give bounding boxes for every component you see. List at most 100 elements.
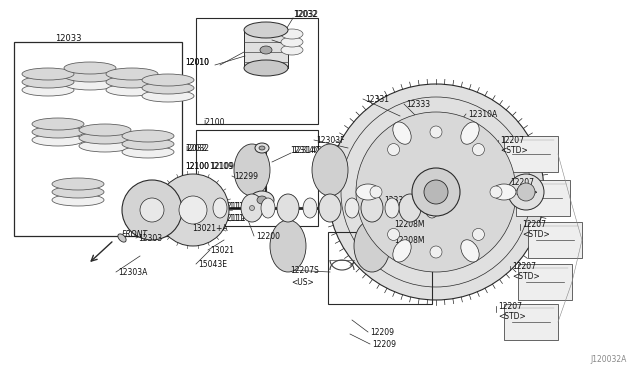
Ellipse shape bbox=[32, 118, 84, 130]
Ellipse shape bbox=[269, 205, 275, 211]
Ellipse shape bbox=[257, 196, 267, 204]
Text: i2032: i2032 bbox=[185, 144, 207, 153]
Ellipse shape bbox=[22, 84, 74, 96]
Circle shape bbox=[370, 186, 382, 198]
Ellipse shape bbox=[241, 194, 263, 222]
Ellipse shape bbox=[64, 62, 116, 74]
Text: 12208M: 12208M bbox=[394, 220, 424, 229]
Text: FRONT: FRONT bbox=[122, 230, 148, 238]
Text: 12303A: 12303A bbox=[118, 268, 147, 277]
Ellipse shape bbox=[79, 132, 131, 144]
Ellipse shape bbox=[122, 138, 174, 150]
Ellipse shape bbox=[142, 74, 194, 86]
Circle shape bbox=[490, 186, 502, 198]
Ellipse shape bbox=[52, 186, 104, 198]
Text: 13021+A: 13021+A bbox=[192, 224, 228, 233]
Ellipse shape bbox=[281, 37, 303, 47]
Ellipse shape bbox=[461, 122, 479, 144]
Text: 13021: 13021 bbox=[210, 246, 234, 255]
Bar bbox=[196, 130, 318, 226]
Ellipse shape bbox=[261, 198, 275, 218]
Text: 12033: 12033 bbox=[55, 33, 81, 42]
Text: 12207
<STD>: 12207 <STD> bbox=[512, 262, 540, 281]
Text: 12207
<STD>: 12207 <STD> bbox=[510, 178, 538, 198]
Text: <US>: <US> bbox=[291, 278, 314, 287]
Circle shape bbox=[508, 174, 544, 210]
Bar bbox=[14, 42, 182, 236]
Text: 12100: 12100 bbox=[185, 161, 209, 170]
Ellipse shape bbox=[142, 82, 194, 94]
Bar bbox=[516, 180, 570, 216]
Ellipse shape bbox=[244, 60, 288, 76]
Circle shape bbox=[472, 144, 484, 155]
Text: 12109: 12109 bbox=[209, 161, 233, 170]
Ellipse shape bbox=[118, 234, 126, 242]
Ellipse shape bbox=[361, 194, 383, 222]
Ellipse shape bbox=[142, 90, 194, 102]
Text: 12333: 12333 bbox=[406, 100, 430, 109]
Circle shape bbox=[430, 246, 442, 258]
Bar bbox=[504, 136, 558, 172]
Ellipse shape bbox=[234, 144, 270, 196]
Text: 12209: 12209 bbox=[370, 328, 394, 337]
Circle shape bbox=[412, 168, 460, 216]
Ellipse shape bbox=[213, 198, 227, 218]
Text: 12310A: 12310A bbox=[468, 110, 497, 119]
Circle shape bbox=[472, 228, 484, 240]
Bar bbox=[328, 232, 432, 304]
Ellipse shape bbox=[393, 240, 411, 262]
Ellipse shape bbox=[250, 191, 274, 209]
Ellipse shape bbox=[356, 184, 380, 200]
Text: 12111: 12111 bbox=[220, 202, 244, 211]
Ellipse shape bbox=[345, 198, 359, 218]
Bar bbox=[244, 30, 288, 68]
Text: 12010: 12010 bbox=[185, 58, 209, 67]
Ellipse shape bbox=[52, 178, 104, 190]
Circle shape bbox=[140, 198, 164, 222]
Text: 12207
<STD>: 12207 <STD> bbox=[498, 302, 525, 321]
Ellipse shape bbox=[32, 134, 84, 146]
Ellipse shape bbox=[425, 198, 439, 218]
Ellipse shape bbox=[52, 194, 104, 206]
Ellipse shape bbox=[385, 198, 399, 218]
Ellipse shape bbox=[106, 84, 158, 96]
Text: 12032: 12032 bbox=[294, 10, 318, 19]
Text: 12314C: 12314C bbox=[290, 145, 319, 154]
Text: i2100: i2100 bbox=[203, 118, 225, 126]
Text: 12303F: 12303F bbox=[316, 136, 344, 145]
Ellipse shape bbox=[250, 205, 255, 211]
Ellipse shape bbox=[32, 126, 84, 138]
Text: 12314C: 12314C bbox=[292, 145, 321, 154]
Text: 12111: 12111 bbox=[220, 214, 244, 222]
Ellipse shape bbox=[255, 143, 269, 153]
Ellipse shape bbox=[260, 46, 272, 54]
Text: 12330: 12330 bbox=[384, 196, 408, 205]
Ellipse shape bbox=[64, 78, 116, 90]
Circle shape bbox=[157, 174, 229, 246]
Ellipse shape bbox=[22, 76, 74, 88]
Text: J120032A: J120032A bbox=[590, 356, 627, 365]
Ellipse shape bbox=[492, 184, 516, 200]
Text: 12200: 12200 bbox=[256, 232, 280, 241]
Ellipse shape bbox=[281, 29, 303, 39]
Text: 12032: 12032 bbox=[185, 144, 209, 153]
Ellipse shape bbox=[244, 22, 288, 38]
Ellipse shape bbox=[270, 220, 306, 272]
Circle shape bbox=[122, 180, 182, 240]
Circle shape bbox=[517, 183, 535, 201]
Ellipse shape bbox=[393, 122, 411, 144]
Bar bbox=[518, 264, 572, 300]
Text: 12100: 12100 bbox=[185, 161, 209, 170]
Ellipse shape bbox=[122, 146, 174, 158]
Text: 12299: 12299 bbox=[234, 172, 258, 181]
Ellipse shape bbox=[319, 194, 341, 222]
Ellipse shape bbox=[392, 144, 428, 196]
Bar bbox=[528, 222, 582, 258]
Ellipse shape bbox=[399, 194, 421, 222]
Text: 12111: 12111 bbox=[222, 214, 246, 222]
Circle shape bbox=[356, 112, 516, 272]
Ellipse shape bbox=[22, 68, 74, 80]
Text: 12207
<STD>: 12207 <STD> bbox=[500, 136, 528, 155]
Text: 12032: 12032 bbox=[293, 10, 317, 19]
Ellipse shape bbox=[354, 220, 390, 272]
